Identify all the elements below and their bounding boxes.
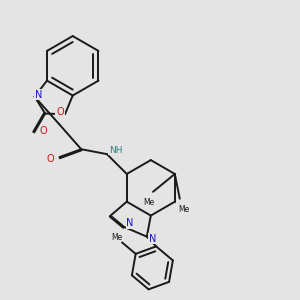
Text: Me: Me [143, 198, 155, 207]
Text: N: N [35, 90, 42, 100]
Text: Me: Me [111, 233, 122, 242]
Text: NH: NH [109, 146, 123, 155]
Text: Me: Me [178, 205, 189, 214]
Text: O: O [47, 154, 54, 164]
Text: O: O [56, 107, 64, 117]
Text: N: N [149, 234, 157, 244]
Text: N: N [126, 218, 134, 228]
Text: O: O [39, 126, 47, 136]
